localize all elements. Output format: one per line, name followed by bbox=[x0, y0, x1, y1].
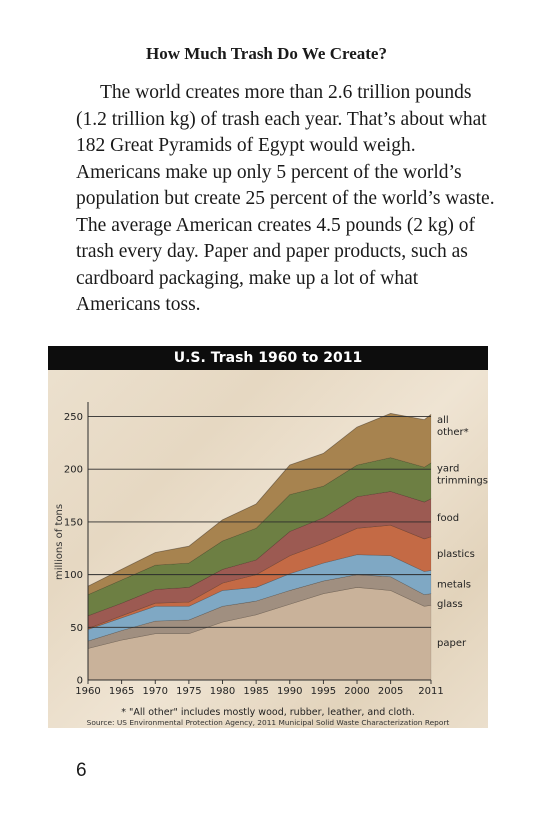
legend-label-glass: glass bbox=[437, 599, 463, 610]
x-tick-label-1985: 1985 bbox=[243, 686, 268, 697]
x-tick-label-1980: 1980 bbox=[210, 686, 235, 697]
y-tick-label-0: 0 bbox=[77, 676, 83, 687]
area-layer-all-other bbox=[87, 413, 432, 596]
x-tick-label-2000: 2000 bbox=[344, 686, 369, 697]
x-tick-label-1975: 1975 bbox=[176, 686, 201, 697]
y-tick-label-50: 50 bbox=[70, 623, 83, 634]
legend-label-plastics: plastics bbox=[437, 549, 475, 560]
body-paragraph: The world creates more than 2.6 trillion… bbox=[76, 82, 495, 315]
page-heading: How Much Trash Do We Create? bbox=[146, 44, 387, 63]
trash-chart: U.S. Trash 1960 to 2011 0 50 100 150 200 250 1… bbox=[48, 346, 488, 728]
x-tick-label-2005: 2005 bbox=[378, 686, 403, 697]
chart-source: Source: US Environmental Protection Agen… bbox=[87, 718, 450, 727]
y-tick-label-150: 150 bbox=[64, 517, 83, 528]
body-paragraph-container: The world creates more than 2.6 trillion… bbox=[76, 80, 496, 319]
chart-footnote: * "All other" includes mostly wood, rubb… bbox=[121, 707, 414, 718]
x-tick-label-1970: 1970 bbox=[143, 686, 168, 697]
x-tick-label-2011: 2011 bbox=[418, 686, 443, 697]
y-tick-label-100: 100 bbox=[64, 570, 83, 581]
legend-label-yard-trimmings: yard trimmings bbox=[437, 463, 488, 486]
y-tick-label-200: 200 bbox=[64, 465, 83, 476]
legend-label-part: other* bbox=[437, 427, 469, 438]
x-tick-label-1960: 1960 bbox=[75, 686, 100, 697]
series-line-all-other bbox=[87, 412, 432, 587]
chart-title-bar bbox=[48, 346, 488, 370]
x-tick-label-1965: 1965 bbox=[109, 686, 134, 697]
x-tick-label-1995: 1995 bbox=[311, 686, 336, 697]
legend-label-part: trimmings bbox=[437, 475, 488, 486]
x-tick-label-1990: 1990 bbox=[277, 686, 302, 697]
legend-label-part: yard bbox=[437, 463, 459, 474]
legend-label-part: all bbox=[437, 415, 449, 426]
legend-label-food: food bbox=[437, 513, 459, 524]
page-number: 6 bbox=[76, 760, 87, 781]
legend-label-metals: metals bbox=[437, 579, 471, 590]
chart-svg: 0 50 100 150 200 250 1960 1965 1970 1975 1980 1985 1… bbox=[54, 402, 488, 727]
y-axis-label: millions of tons bbox=[54, 504, 65, 580]
legend-label-paper: paper bbox=[437, 638, 467, 649]
chart-title: U.S. Trash 1960 to 2011 bbox=[173, 350, 363, 366]
legend-label-all-other: all other* bbox=[437, 415, 469, 438]
y-tick-label-250: 250 bbox=[64, 412, 83, 423]
